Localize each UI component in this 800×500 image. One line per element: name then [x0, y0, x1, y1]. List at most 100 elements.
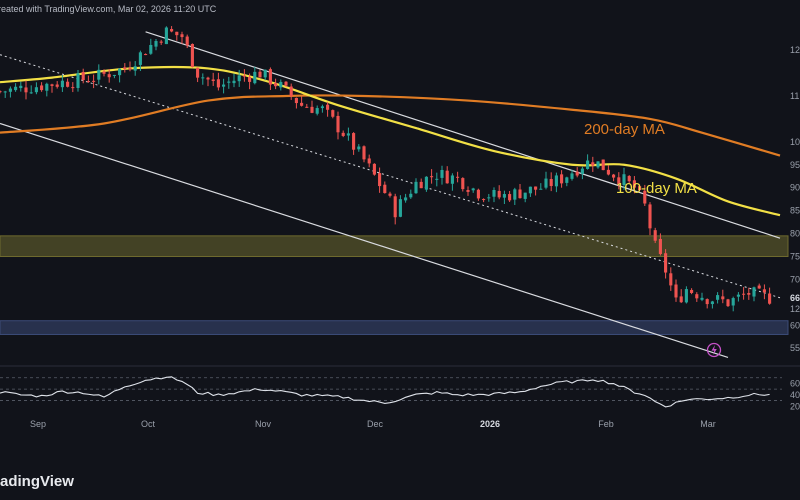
candle-body [149, 44, 153, 54]
candle-body [580, 168, 584, 174]
candle-body [638, 186, 642, 191]
candle-body [700, 297, 704, 300]
candle-body [424, 176, 428, 190]
candle-body [648, 204, 652, 229]
candle-body [539, 188, 543, 190]
candle-body [326, 104, 330, 110]
candle-body [3, 91, 7, 93]
candle-body [19, 85, 23, 89]
candle-body [352, 133, 356, 150]
candle-body [86, 81, 90, 83]
candle-body [508, 194, 512, 201]
candle-body [144, 54, 148, 56]
candle-body [367, 158, 371, 164]
candle-body [320, 106, 324, 109]
candle-body [336, 115, 340, 133]
candle-body [0, 91, 2, 93]
candle-body [24, 87, 28, 93]
header-text: reated with TradingView.com, Mar 02, 202… [0, 4, 217, 14]
candle-body [742, 293, 746, 295]
channel-lines-layer [0, 31, 781, 358]
candle-body [690, 289, 694, 293]
candle-body [736, 294, 740, 297]
supply-zone [0, 235, 789, 258]
candle-body [476, 189, 480, 199]
candle-body [253, 71, 257, 84]
candle-body [570, 173, 574, 179]
candle-body [222, 84, 226, 87]
candle-body [357, 146, 361, 150]
price-tick-label: 55 [790, 343, 800, 353]
candle-body [107, 74, 111, 78]
candle-body [170, 29, 174, 32]
candle-body [705, 299, 709, 305]
candle-body [398, 199, 402, 217]
candle-body [731, 298, 735, 306]
candle-body [534, 186, 538, 190]
candle-body [560, 174, 564, 184]
candle-body [29, 92, 33, 94]
channel-line-1 [0, 54, 781, 299]
candle-body [684, 289, 688, 303]
candle-body [190, 43, 194, 68]
candle-body [279, 81, 283, 88]
200-day-malabel: 200-day MA [584, 121, 665, 138]
candle-body [128, 68, 132, 70]
candle-body [461, 178, 465, 190]
logo-text: adingView [0, 473, 74, 490]
price-tick-label: 80 [790, 229, 800, 239]
candle-body [632, 180, 636, 188]
candle-body [450, 175, 454, 184]
candle-body [518, 189, 522, 199]
channel-line-2 [0, 122, 729, 358]
time-tick-label: Oct [141, 419, 156, 429]
candle-body [502, 194, 506, 198]
tradingview-logo[interactable]: adingView [0, 473, 74, 490]
candle-body [378, 173, 382, 187]
candle-body [216, 79, 220, 88]
rsi-tick-label: 20 [790, 401, 800, 411]
alert-icon[interactable] [706, 342, 722, 358]
candle-body [97, 69, 101, 80]
candle-body [294, 97, 298, 104]
candle-body [606, 169, 610, 175]
candle-body [133, 66, 137, 71]
candle-body [409, 193, 413, 198]
price-tick-label: 10 [790, 137, 800, 147]
candle-body [747, 293, 751, 295]
candle-body [456, 176, 460, 178]
candle-body [388, 193, 392, 196]
candle-body [482, 199, 486, 201]
candle-body [8, 88, 12, 92]
candle-body [679, 296, 683, 303]
candle-body [565, 177, 569, 183]
price-tick-label: 60 [790, 320, 800, 330]
100-day-malabel: 100-day MA [616, 180, 697, 197]
candle-body [658, 238, 662, 254]
candle-body [554, 175, 558, 187]
candle-body [523, 192, 527, 199]
candle-body [612, 174, 616, 178]
channel-line-0 [145, 31, 781, 239]
200-day-maline [0, 94, 781, 157]
candle-body [232, 80, 236, 84]
candle-body [513, 189, 517, 200]
candle-body [50, 84, 54, 86]
alert-circle [706, 342, 722, 358]
candles-layer [0, 26, 772, 312]
candle-body [263, 69, 267, 78]
price-sublabel: 12 [790, 304, 800, 314]
candle-body [362, 146, 366, 160]
candle-body [653, 230, 657, 241]
candle-body [372, 163, 376, 175]
price-tick-label: 11 [790, 91, 799, 101]
time-tick-label: Sep [30, 419, 46, 429]
price-tick-label: 95 [790, 160, 800, 170]
time-tick-label: 2026 [480, 419, 500, 429]
candle-body [341, 132, 345, 136]
price-tick-label: 12 [790, 45, 800, 55]
candle-body [622, 174, 626, 186]
candle-body [55, 84, 59, 87]
candle-body [206, 77, 210, 80]
candle-body [664, 253, 668, 273]
